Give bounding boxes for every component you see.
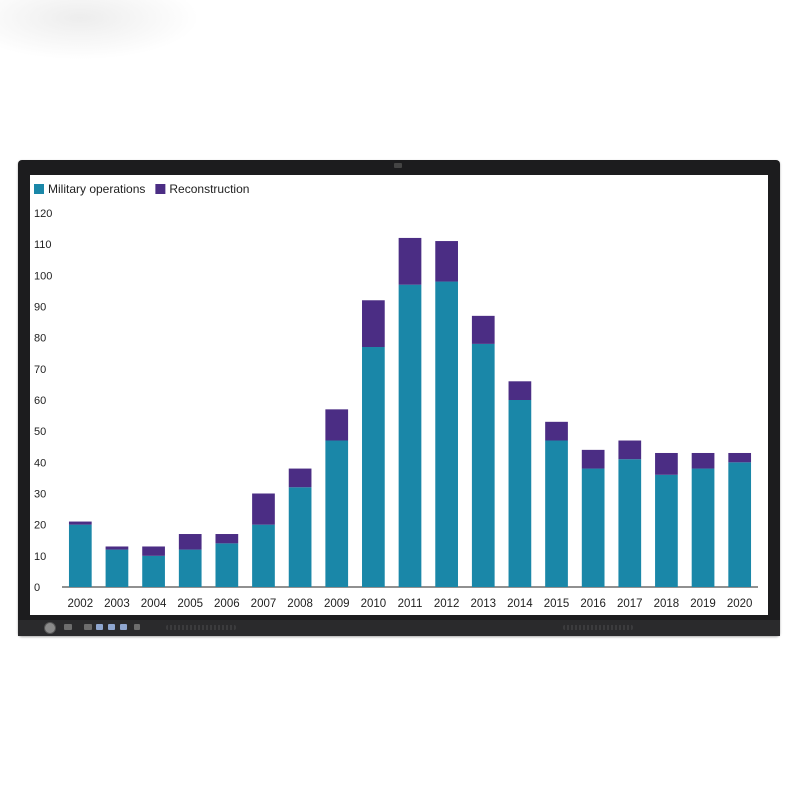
bar-reconstruction (435, 241, 458, 282)
x-tick-label: 2004 (141, 598, 167, 610)
legend-swatch-0 (34, 184, 44, 194)
speaker-grille-icon (563, 625, 633, 630)
bar-military (471, 343, 495, 587)
x-tick-label: 2013 (470, 598, 496, 610)
x-tick-label: 2019 (690, 598, 716, 610)
x-tick-label: 2014 (507, 598, 533, 610)
bar-reconstruction (545, 421, 568, 441)
x-tick-label: 2002 (68, 598, 94, 610)
bar-military (545, 440, 568, 587)
bar-military (68, 524, 92, 587)
bar-military (178, 549, 202, 587)
x-tick-label: 2015 (544, 598, 570, 610)
y-tick-label: 30 (34, 489, 46, 501)
bar-military (252, 524, 275, 587)
bar-reconstruction (68, 521, 92, 525)
display-monitor: Military operations Reconstruction 0 10 20 30… (18, 160, 780, 636)
webcam-icon (394, 163, 402, 168)
y-tick-label: 100 (34, 270, 52, 282)
bar-reconstruction (508, 381, 532, 400)
bar-military (288, 487, 312, 587)
usb-port-icon (108, 624, 115, 630)
y-tick-label: 90 (34, 302, 46, 314)
y-tick-label: 20 (34, 520, 46, 532)
hdmi-port-icon (84, 624, 92, 630)
background-smudge (0, 0, 200, 60)
bar-reconstruction (691, 452, 715, 469)
x-tick-label: 2012 (434, 598, 460, 610)
x-tick-label: 2018 (654, 598, 680, 610)
bar-military (581, 468, 605, 587)
x-tick-label: 2007 (251, 598, 277, 610)
y-tick-label: 60 (34, 395, 46, 407)
bar-military (728, 462, 752, 587)
power-knob-icon[interactable] (44, 622, 56, 634)
bar-reconstruction (178, 534, 202, 550)
port-icon (64, 624, 72, 630)
bar-reconstruction (471, 315, 495, 344)
speaker-grille-icon (166, 625, 236, 630)
bar-military (325, 440, 349, 587)
y-tick-label: 80 (34, 333, 46, 345)
bar-military (362, 347, 385, 587)
bar-reconstruction (581, 449, 605, 469)
x-tick-label: 2009 (324, 598, 350, 610)
bar-military (398, 284, 422, 587)
bar-reconstruction (655, 452, 678, 475)
bar-military (691, 468, 715, 587)
bar-reconstruction (105, 546, 129, 550)
monitor-screen: Military operations Reconstruction 0 10 20 30… (30, 175, 768, 615)
x-tick-label: 2005 (177, 598, 203, 610)
x-tick-label: 2003 (104, 598, 130, 610)
bar-military (142, 555, 165, 587)
bar-reconstruction (215, 534, 239, 544)
x-tick-label: 2011 (398, 598, 423, 610)
usb-port-icon (120, 624, 127, 630)
bar-reconstruction (288, 468, 312, 488)
y-tick-label: 50 (34, 426, 46, 438)
x-tick-label: 2010 (361, 598, 387, 610)
bar-reconstruction (728, 452, 752, 463)
bar-military (508, 400, 532, 587)
x-tick-label: 2020 (727, 598, 753, 610)
usb-port-icon (96, 624, 103, 630)
x-tick-label: 2006 (214, 598, 240, 610)
bar-military (618, 459, 642, 587)
bar-military (435, 281, 458, 587)
bar-reconstruction (618, 440, 642, 460)
bar-reconstruction (362, 300, 385, 348)
legend-swatch-1 (155, 184, 166, 194)
y-tick-label: 10 (34, 551, 46, 563)
bar-military (655, 474, 678, 587)
y-tick-label: 40 (34, 457, 46, 469)
y-tick-label: 120 (34, 208, 52, 220)
x-tick-label: 2017 (617, 598, 643, 610)
bar-reconstruction (142, 546, 165, 556)
legend-label-0: Military operations (48, 182, 145, 196)
port-icon (134, 624, 140, 630)
y-tick-label: 110 (34, 239, 52, 251)
legend-label-1: Reconstruction (169, 182, 249, 196)
bottom-bezel (18, 620, 780, 636)
bar-military (215, 543, 239, 587)
x-tick-label: 2008 (287, 598, 313, 610)
stacked-bar-chart: Military operations Reconstruction 0 10 20 30… (34, 182, 758, 610)
bar-reconstruction (325, 409, 349, 441)
bar-reconstruction (252, 493, 275, 525)
bar-reconstruction (398, 237, 422, 285)
y-tick-label: 0 (34, 582, 40, 594)
x-tick-label: 2016 (580, 598, 606, 610)
bar-military (105, 549, 129, 587)
y-tick-label: 70 (34, 364, 46, 376)
